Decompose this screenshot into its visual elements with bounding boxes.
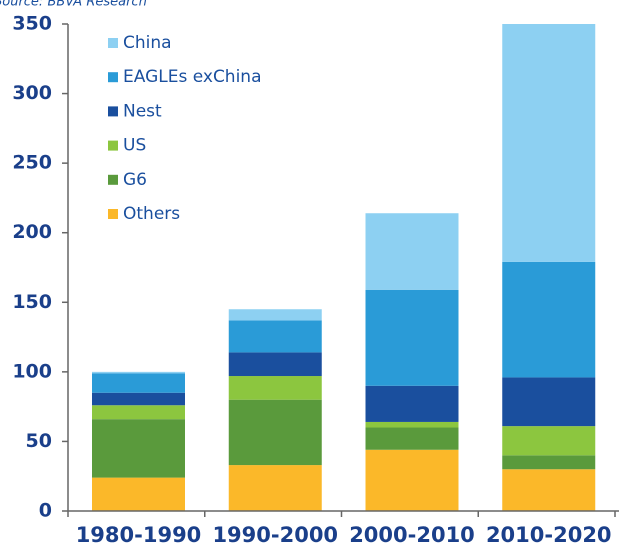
bar-segment	[92, 371, 185, 374]
x-tick-label: 2000-2010	[349, 523, 475, 547]
y-tick-label: 150	[12, 291, 52, 313]
bar-segment	[502, 426, 596, 456]
bar-segment	[502, 455, 596, 470]
x-tick-label: 1990-2000	[212, 523, 338, 547]
legend-label: Others	[123, 204, 180, 224]
bar-segment	[502, 261, 596, 378]
bar-segment	[228, 465, 322, 511]
bar-segment	[365, 427, 459, 450]
bar-segment	[228, 352, 322, 377]
y-tick-label: 0	[39, 500, 52, 522]
source: Source: BBVA Research	[0, 0, 147, 10]
y-tick-label: 350	[12, 13, 52, 35]
bar-segment	[502, 377, 596, 427]
legend-swatch	[108, 140, 118, 151]
bar-segment	[365, 421, 459, 428]
bar-segment	[92, 405, 185, 420]
bar-segment	[502, 469, 596, 511]
y-tick-label: 250	[12, 152, 52, 174]
x-tick-label: 1980-1990	[76, 523, 202, 547]
legend-label: Nest	[123, 101, 162, 121]
bar-segment	[92, 419, 185, 478]
x-tick-label: 2010-2020	[486, 523, 612, 547]
bar-segment	[92, 373, 185, 393]
y-tick-label: 300	[12, 82, 52, 104]
bar-segment	[365, 449, 459, 511]
bar-segment	[365, 289, 459, 386]
legend-label: G6	[123, 170, 147, 190]
legend-swatch	[108, 72, 118, 83]
legend-swatch	[108, 106, 118, 117]
legend-label: EAGLEs exChina	[123, 67, 262, 87]
legend-swatch	[108, 209, 118, 219]
bar-segment	[92, 477, 185, 511]
y-tick-label: 200	[12, 221, 52, 243]
bar-segment	[228, 399, 322, 466]
bar-segment	[365, 385, 459, 422]
bar-segment	[228, 320, 322, 353]
legend-swatch	[108, 174, 118, 185]
y-tick-label: 100	[12, 360, 52, 382]
bar-segment	[502, 24, 596, 262]
legend-label: US	[123, 136, 146, 156]
legend-label: China	[123, 33, 172, 53]
y-tick-label: 50	[26, 430, 52, 452]
bar-segment	[365, 213, 459, 290]
bar-segment	[228, 376, 322, 400]
legend-swatch	[108, 38, 118, 48]
bar-segment	[228, 309, 322, 321]
bar-segment	[92, 392, 185, 406]
